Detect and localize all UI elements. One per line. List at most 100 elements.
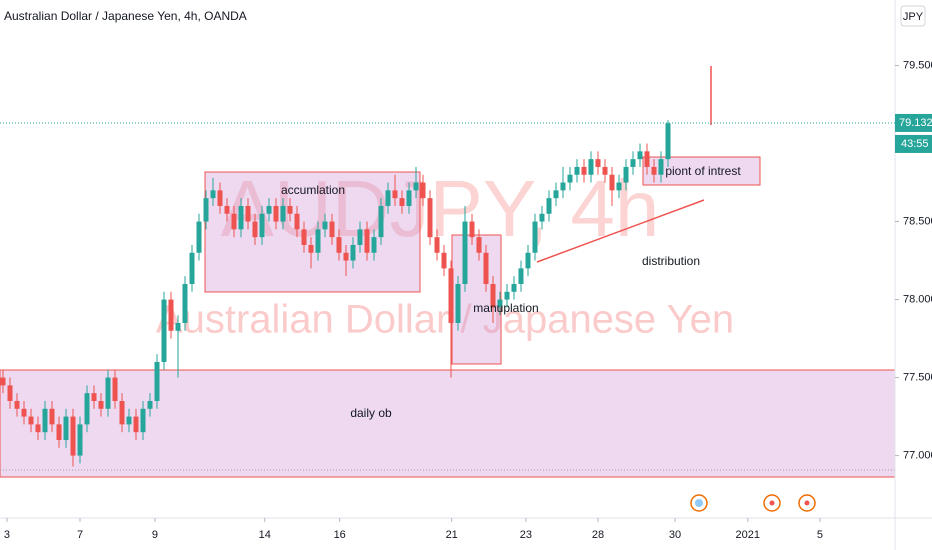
y-tick-label: 77.000 (903, 449, 932, 461)
candle-body (168, 299, 174, 331)
candle-body (315, 229, 321, 253)
candle-body (217, 190, 223, 206)
candle-body (14, 400, 20, 409)
candle-body (406, 190, 412, 206)
candle-body (84, 393, 90, 425)
watermark-subtitle: Australian Dollar / Japanese Yen (156, 298, 734, 342)
candle-body (259, 213, 265, 238)
candle-body (434, 237, 440, 253)
countdown-label: 43:55 (901, 138, 929, 150)
candles (0, 120, 671, 467)
x-tick-label: 7 (77, 529, 83, 541)
candle-body (175, 322, 181, 331)
candle-body (126, 416, 132, 425)
candle-body (140, 408, 146, 433)
candle-body (560, 182, 566, 191)
candle-body (490, 283, 496, 308)
candle-body (469, 221, 475, 238)
x-tick-label: 28 (592, 529, 604, 541)
candle-body (602, 166, 608, 175)
candle-body (70, 416, 76, 456)
candle-body (476, 237, 482, 253)
candle-body (280, 205, 286, 222)
x-tick-label: 2021 (736, 529, 760, 541)
candle-body (532, 221, 538, 253)
candle-body (441, 252, 447, 269)
x-tick-label: 14 (259, 529, 271, 541)
daily-ob-box (0, 369, 896, 478)
annotation: piont of intrest (665, 164, 741, 178)
candle-body (77, 424, 83, 456)
candle-body (161, 299, 167, 362)
candle-body (42, 408, 48, 433)
candle-body (385, 190, 391, 206)
candle-body (462, 221, 468, 284)
x-tick-label: 5 (817, 529, 823, 541)
y-tick-label: 78.500 (903, 215, 932, 227)
candle-body (28, 416, 34, 425)
candle-body (56, 424, 62, 440)
trend-line (536, 199, 705, 263)
currency-label[interactable]: JPY (903, 11, 924, 23)
candle-body (294, 213, 300, 230)
candle-body (0, 377, 6, 386)
x-tick-label: 23 (520, 529, 532, 541)
candle-body (147, 400, 153, 409)
event-flag (695, 499, 703, 507)
annotation: manuplation (473, 301, 538, 315)
candle-body (630, 159, 636, 167)
candle-body (112, 377, 118, 401)
event-dot (769, 500, 775, 506)
candle-body (245, 205, 251, 222)
candle-body (651, 166, 657, 175)
candle-body (196, 221, 202, 253)
annotation: accumlation (281, 183, 345, 197)
candle-body (399, 198, 405, 206)
candle-body (98, 400, 104, 409)
candle-body (350, 244, 356, 261)
candle-body (511, 283, 517, 292)
event-dot (804, 500, 810, 506)
candle-body (665, 123, 671, 160)
candle-body (588, 159, 594, 175)
watermark: AUDJPY, 4h (221, 164, 660, 253)
candle-body (504, 291, 510, 300)
x-tick-label: 30 (669, 529, 681, 541)
candle-body (266, 205, 272, 214)
candle-body (637, 151, 643, 160)
candle-body (105, 377, 111, 409)
y-tick-label: 79.500 (903, 59, 932, 71)
candle-body (7, 385, 13, 401)
candle-body (308, 244, 314, 253)
candle-body (392, 190, 398, 199)
candle-body (224, 205, 230, 214)
candle-body (273, 205, 279, 222)
candle-body (595, 159, 601, 167)
candle-body (119, 400, 125, 425)
countdown-box (895, 134, 932, 153)
candle-body (420, 182, 426, 199)
x-tick-label: 9 (152, 529, 158, 541)
candle-body (539, 213, 545, 222)
last-price-box (895, 113, 932, 132)
candle-body (574, 166, 580, 175)
candle-body (357, 229, 363, 245)
candle-body (189, 252, 195, 284)
candle-body (364, 229, 370, 253)
candle-body (616, 182, 622, 191)
candle-body (329, 221, 335, 238)
y-tick-label: 77.500 (903, 371, 932, 383)
candle-body (644, 151, 650, 167)
candle-body (203, 198, 209, 222)
candle-body (336, 237, 342, 253)
candle-body (553, 190, 559, 199)
currency-button[interactable] (900, 5, 926, 27)
candle-body (525, 252, 531, 269)
candle-body (581, 166, 587, 175)
candle-body (182, 283, 188, 323)
candle-body (238, 205, 244, 230)
annotation: daily ob (350, 406, 392, 420)
candle-body (448, 268, 454, 323)
candle-body (567, 174, 573, 183)
